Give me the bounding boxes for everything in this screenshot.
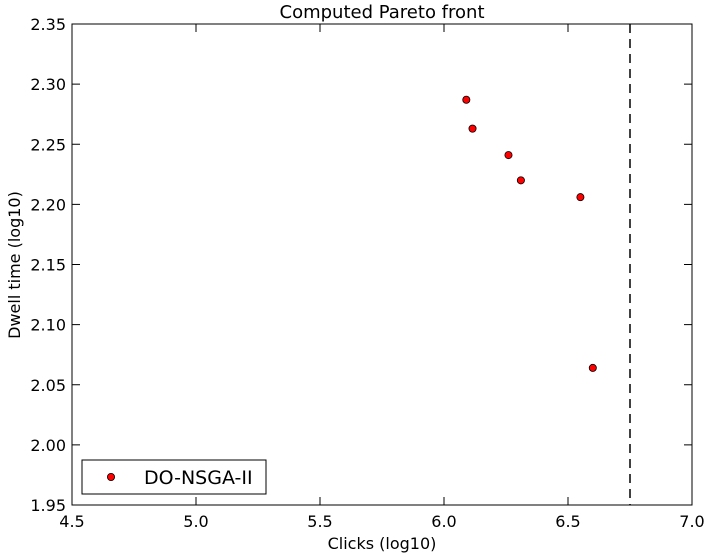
data-point: [588, 363, 597, 372]
x-tick-label: 5.0: [183, 512, 208, 531]
y-tick-label: 2.20: [30, 195, 66, 214]
legend-marker: [107, 472, 116, 481]
y-tick-label: 1.95: [30, 496, 66, 515]
y-axis-label: Dwell time (log10): [5, 191, 24, 339]
data-point: [468, 124, 477, 133]
data-point: [504, 151, 513, 160]
data-point: [462, 95, 471, 104]
legend: DO-NSGA-II: [81, 459, 267, 495]
plot-area: 4.5 5.0 5.5 6.0 6.5 7.0 1.95 2.00 2.05 2.10 2.15 2.…: [30, 15, 704, 531]
legend-label: DO-NSGA-II: [144, 467, 253, 489]
y-tick-label: 2.10: [30, 316, 66, 335]
data-point: [576, 193, 585, 202]
y-tick-label: 2.25: [30, 135, 66, 154]
y-tick-label: 2.30: [30, 75, 66, 94]
x-tick-label: 5.5: [307, 512, 332, 531]
chart-title: Computed Pareto front: [280, 2, 485, 23]
x-tick-label: 6.5: [555, 512, 580, 531]
x-axis-label: Clicks (log10): [328, 534, 437, 553]
plot-frame: [71, 23, 693, 506]
y-tick-label: 2.35: [30, 15, 66, 34]
y-tick-label: 2.05: [30, 376, 66, 395]
y-tick-label: 2.15: [30, 256, 66, 275]
x-tick-label: 6.0: [431, 512, 456, 531]
x-tick-label: 4.5: [59, 512, 84, 531]
data-point: [516, 176, 525, 185]
x-tick-label: 7.0: [679, 512, 704, 531]
y-tick-label: 2.00: [30, 436, 66, 455]
